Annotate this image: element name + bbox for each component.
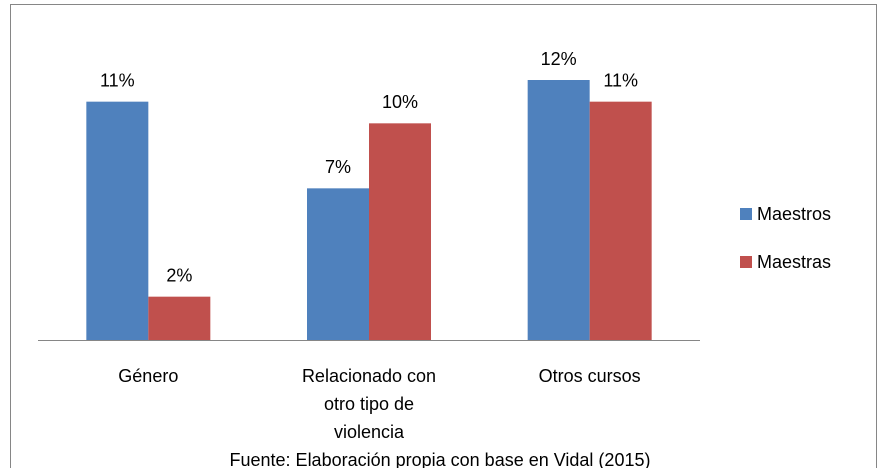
bar bbox=[148, 296, 211, 340]
x-tick-label: Relacionado con otro tipo de violencia bbox=[301, 366, 437, 442]
legend-label: Maestros bbox=[757, 204, 831, 224]
data-label: 10% bbox=[382, 92, 418, 112]
x-tick-label: Género bbox=[118, 366, 179, 386]
bar bbox=[369, 123, 431, 340]
source-note: Fuente: Elaboración propia con base en V… bbox=[230, 450, 651, 468]
data-label: 12% bbox=[541, 49, 577, 69]
data-label: 7% bbox=[325, 157, 351, 177]
legend-label: Maestras bbox=[757, 252, 831, 272]
data-label: 11% bbox=[603, 70, 638, 90]
chart-frame bbox=[10, 4, 877, 468]
x-tick-label-box: Género bbox=[118, 366, 179, 386]
data-label: 2% bbox=[166, 265, 192, 285]
data-label: 11% bbox=[100, 70, 135, 90]
x-tick-label-box: Relacionado con otro tipo de violencia bbox=[301, 366, 437, 442]
bar bbox=[86, 101, 149, 341]
legend-swatch bbox=[740, 208, 752, 220]
bar bbox=[527, 80, 590, 340]
bar bbox=[307, 188, 369, 340]
x-tick-label-box: Otros cursos bbox=[538, 366, 641, 386]
x-tick-label: Otros cursos bbox=[538, 366, 641, 386]
legend-swatch bbox=[740, 256, 752, 268]
bar bbox=[589, 101, 652, 341]
